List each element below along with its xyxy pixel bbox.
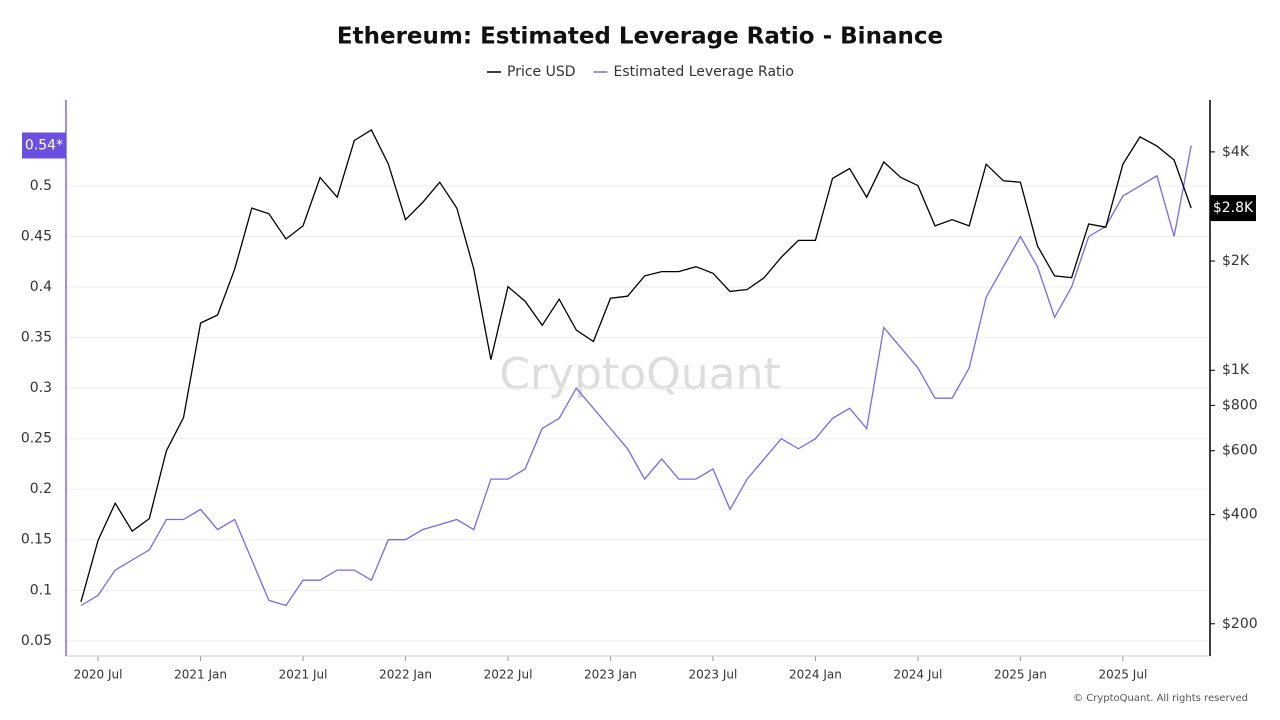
y-tick-label: 0.15 — [21, 532, 52, 548]
y-tick-label: 0.3 — [30, 380, 52, 396]
y2-tick-label: $4K — [1222, 144, 1250, 160]
legend: Price USD Estimated Leverage Ratio — [487, 64, 794, 80]
y-tick-label: 0.25 — [21, 431, 52, 447]
x-tick-label: 2025 Jul — [1098, 668, 1147, 682]
y-tick-label: 0.5 — [30, 178, 52, 194]
last-value-box — [1210, 195, 1256, 222]
y-tick-label: 0.45 — [21, 228, 52, 244]
last-value-box — [22, 132, 66, 159]
x-tick-label: 2025 Jan — [994, 668, 1047, 682]
x-tick-label: 2023 Jul — [689, 668, 738, 682]
y-tick-label: 0.4 — [30, 279, 52, 295]
chart-title: Ethereum: Estimated Leverage Ratio - Bin… — [337, 24, 943, 50]
x-tick-label: 2024 Jul — [893, 668, 942, 682]
x-tick-label: 2021 Jan — [174, 668, 227, 682]
y-tick-label: 0.1 — [30, 582, 52, 598]
x-tick-label: 2022 Jul — [484, 668, 533, 682]
y2-tick-label: $2K — [1222, 253, 1250, 269]
y2-tick-label: $800 — [1222, 397, 1258, 413]
y2-tick-label: $400 — [1222, 507, 1258, 523]
y2-tick-label: $200 — [1222, 616, 1258, 632]
x-tick-label: 2021 Jul — [279, 668, 328, 682]
footer: © CryptoQuant. All rights reserved — [1073, 693, 1248, 704]
legend-label: Price USD — [507, 64, 576, 80]
y2-tick-label: $1K — [1222, 362, 1250, 378]
x-tick-label: 2020 Jul — [74, 668, 123, 682]
legend-label: Estimated Leverage Ratio — [614, 64, 794, 80]
last-value-label: 0.54* — [25, 137, 63, 153]
last-value-label: $2.8K — [1213, 200, 1254, 216]
series-line — [80, 128, 1192, 602]
y-tick-label: 0.2 — [30, 481, 52, 497]
x-tick-label: 2023 Jan — [584, 668, 637, 682]
x-tick-label: 2022 Jan — [379, 668, 432, 682]
x-tick-label: 2024 Jan — [789, 668, 842, 682]
y-tick-label: 0.35 — [21, 330, 52, 346]
watermark: CryptoQuant — [499, 349, 781, 400]
y2-tick-label: $600 — [1222, 443, 1258, 459]
y-tick-label: 0.05 — [21, 633, 52, 649]
series-line — [80, 145, 1192, 607]
